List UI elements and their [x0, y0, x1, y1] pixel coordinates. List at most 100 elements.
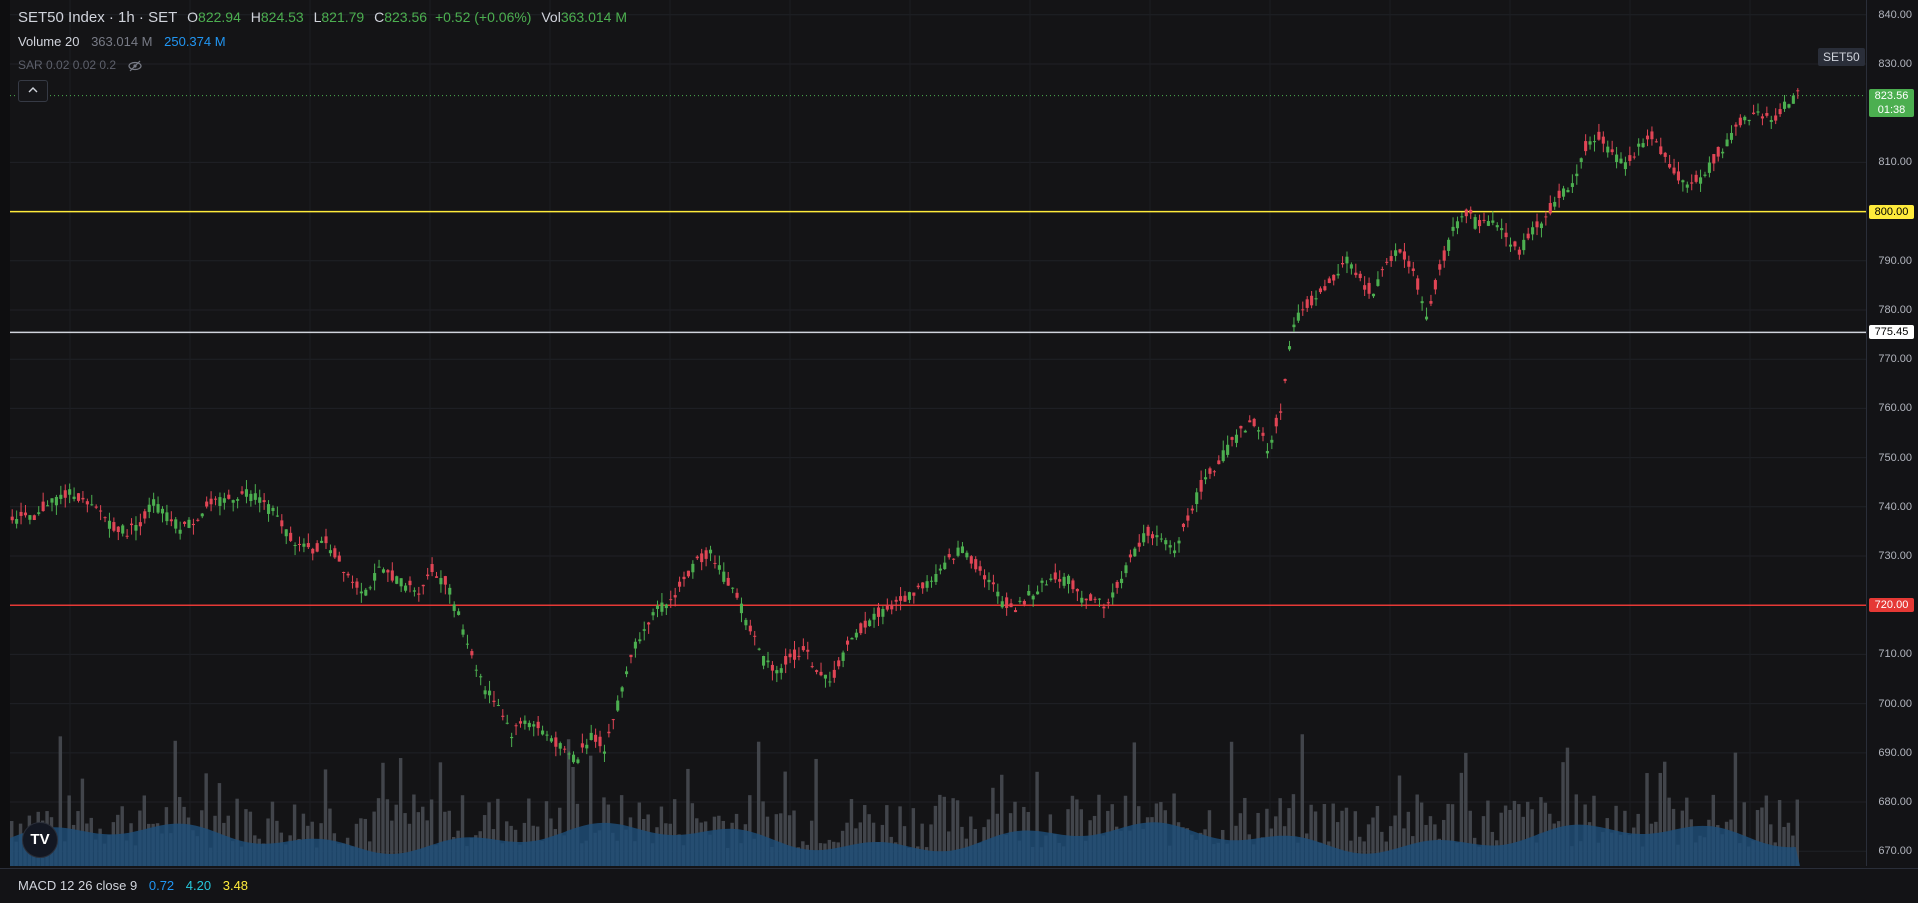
candle-body — [1557, 190, 1561, 199]
volume-bar — [783, 771, 787, 866]
candle-body — [876, 607, 881, 617]
volume-bar — [942, 796, 946, 866]
macd-legend[interactable]: MACD 12 26 close 9 0.72 4.20 3.48 — [18, 878, 248, 893]
candle-body — [85, 501, 89, 505]
candle-body — [1734, 124, 1738, 127]
candle-body — [434, 576, 439, 578]
volume-bar — [845, 822, 849, 866]
candle-body — [1531, 227, 1535, 235]
candle-body — [863, 620, 867, 628]
volume-bar — [235, 798, 239, 866]
price-chart-svg[interactable] — [10, 0, 1866, 866]
candle-body — [1022, 600, 1026, 605]
price-tick-label: 780.00 — [1878, 303, 1912, 316]
sar-indicator-legend[interactable]: SAR 0.02 0.02 0.2 — [18, 58, 143, 72]
red-line-price-tag[interactable]: 720.00 — [1869, 598, 1914, 613]
yellow-line-price-tag[interactable]: 800.00 — [1869, 204, 1914, 219]
volume-bar — [407, 823, 412, 866]
candle-body — [1760, 116, 1764, 119]
candle-body — [222, 498, 226, 503]
candle-body — [262, 500, 266, 503]
candle-body — [289, 532, 293, 541]
candle-body — [46, 505, 50, 507]
candle-body — [987, 579, 991, 583]
candle-body — [1137, 542, 1141, 547]
candle-body — [788, 653, 792, 658]
candle-body — [1645, 135, 1650, 140]
current-price-tag[interactable]: 823.56 01:38 — [1869, 88, 1914, 117]
candle-body — [417, 593, 421, 595]
candle-body — [1561, 188, 1566, 197]
candle-body — [1150, 534, 1155, 539]
volume-bar — [416, 812, 421, 866]
volume-bar — [381, 762, 385, 866]
low-label: L — [313, 9, 322, 25]
price-tick-label: 790.00 — [1878, 254, 1912, 267]
eye-slash-icon[interactable] — [127, 60, 143, 72]
tradingview-logo[interactable]: TV — [22, 822, 58, 858]
price-axis[interactable]: 840.00 830.00 810.00 800.00 790.00 780.00 770.… — [1867, 0, 1918, 866]
candle-body — [258, 497, 262, 503]
candle-body — [907, 592, 911, 600]
candle-body — [1539, 223, 1543, 229]
candle-body — [1128, 554, 1132, 558]
candle-body — [443, 576, 447, 585]
candle-body — [832, 669, 836, 678]
volume-bar — [527, 798, 531, 866]
candle-body — [174, 519, 178, 529]
candle-body — [1601, 136, 1605, 144]
candle-body — [1398, 249, 1402, 253]
candle-body — [952, 558, 956, 560]
volume-bar — [292, 804, 297, 866]
macd-pane[interactable]: MACD 12 26 close 9 0.72 4.20 3.48 — [0, 868, 1918, 903]
candle-body — [563, 748, 567, 750]
volume-bar — [1645, 773, 1649, 866]
candle-body — [1203, 477, 1208, 480]
volume-bar — [359, 818, 363, 866]
candle-body — [227, 494, 231, 499]
price-tick-label: 740.00 — [1878, 500, 1912, 513]
candle-body — [775, 670, 779, 674]
volume-bar — [1366, 824, 1371, 866]
candle-body — [974, 559, 978, 570]
candle-body — [284, 529, 288, 537]
symbol-title[interactable]: SET50 Index · 1h · SET — [18, 9, 178, 26]
volume-bar — [1459, 772, 1464, 866]
volume-indicator-legend[interactable]: Volume 20 363.014 M 250.374 M — [18, 34, 226, 49]
volume-bar — [1300, 734, 1304, 866]
volume-bar — [1760, 807, 1764, 866]
volume-bar — [867, 814, 871, 866]
candle-body — [642, 629, 646, 631]
candle-body — [1416, 278, 1420, 290]
volume-bar — [1786, 822, 1791, 866]
candle-body — [1111, 592, 1115, 598]
left-toolbar-edge — [0, 0, 10, 903]
candle-body — [1066, 575, 1071, 584]
candle-body — [1508, 244, 1513, 247]
candle-body — [1181, 523, 1185, 528]
candle-body — [1407, 261, 1411, 267]
candle-body — [960, 546, 965, 554]
candle-body — [187, 519, 191, 528]
candle-body — [1186, 515, 1190, 521]
candle-body — [1363, 285, 1367, 290]
candle-body — [549, 738, 553, 742]
low-value: 821.79 — [321, 9, 365, 25]
white-line-price-tag[interactable]: 775.45 — [1869, 325, 1914, 340]
candle-body — [426, 574, 430, 577]
candle-body — [629, 654, 633, 658]
candle-body — [602, 751, 607, 754]
candle-body — [1097, 598, 1102, 600]
candle-body — [695, 556, 699, 559]
candle-body — [1283, 378, 1287, 381]
candle-body — [143, 511, 147, 519]
candle-body — [1009, 603, 1013, 608]
candle-body — [1394, 250, 1398, 256]
chart-pane[interactable] — [10, 0, 1867, 866]
collapse-legend-button[interactable] — [18, 80, 48, 102]
volume-bar — [792, 810, 796, 866]
candle-body — [1685, 184, 1689, 188]
volume-bar — [1393, 815, 1397, 866]
candle-body — [527, 722, 531, 728]
candle-body — [669, 599, 673, 601]
